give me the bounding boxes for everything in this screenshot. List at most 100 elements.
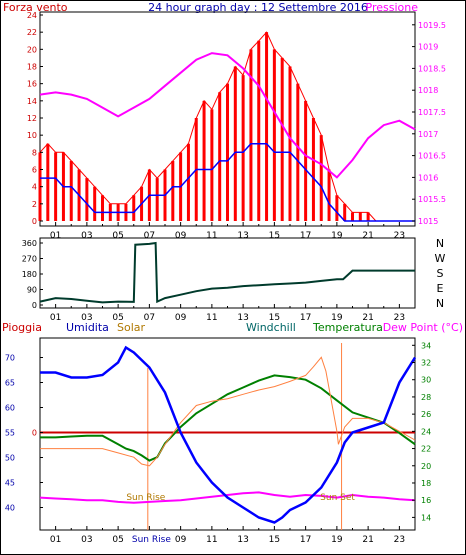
- pressure-line: [39, 52, 416, 179]
- x-tick-label: Sun Rise: [132, 535, 171, 545]
- right-tick-label: 1016.5: [418, 152, 446, 161]
- x-tick-label: 11: [206, 231, 217, 241]
- x-tick-label: 03: [81, 535, 92, 545]
- left-tick-label: 90: [27, 286, 37, 295]
- gust-line: [39, 31, 415, 222]
- chart-title: 24 hour graph day : 12 Settembre 2016: [148, 1, 368, 14]
- left-tick-label: 22: [27, 28, 37, 37]
- wind-direction-line: [39, 241, 415, 304]
- x-tick-label: 05: [112, 535, 123, 545]
- x-tick-label: 03: [81, 231, 92, 241]
- rain-tick-label: 0: [32, 429, 37, 438]
- right-tick-label: 26: [421, 410, 431, 419]
- x-tick-label: 01: [50, 535, 61, 545]
- x-tick-label: 15: [269, 231, 280, 241]
- x-tick-label: 23: [394, 535, 405, 545]
- x-tick-label: 15: [269, 313, 280, 323]
- sun-rise-label: Sun Rise: [126, 493, 165, 503]
- left-tick-label: 180: [22, 270, 37, 279]
- series-layer: Sun Rise Sun Set: [39, 343, 417, 530]
- right-tick-label: 28: [421, 393, 431, 402]
- humidity-tick-label: 50: [5, 454, 15, 463]
- x-tick-label: 21: [362, 535, 373, 545]
- legend-rain: Pioggia: [2, 321, 42, 334]
- series-layer: [38, 31, 416, 222]
- x-tick-label: 11: [206, 313, 217, 323]
- left-tick-label: 360: [22, 239, 37, 248]
- right-tick-label: 1017: [418, 130, 438, 139]
- x-tick-label: 19: [331, 231, 343, 241]
- x-tick-label: 07: [144, 231, 155, 241]
- sun-set-label: Sun Set: [320, 493, 355, 503]
- right-tick-label: 32: [421, 359, 431, 368]
- compass-label: N: [436, 237, 444, 250]
- x-tick-label: 05: [112, 231, 123, 241]
- right-tick-label: 16: [421, 496, 431, 505]
- legend-temperature: Temperatura: [312, 321, 383, 334]
- series-layer: [39, 241, 415, 304]
- wind-line: [40, 143, 415, 222]
- right-tick-label: 1017.5: [418, 108, 446, 117]
- x-tick-label: 21: [362, 231, 373, 241]
- axes-layer: 02468101214161820222410151015.510161016.…: [27, 11, 446, 241]
- left-tick-label: 8: [32, 148, 37, 157]
- left-tick-label: 270: [22, 255, 37, 264]
- left-tick-label: 0: [32, 217, 37, 226]
- x-tick-label: 07: [144, 313, 155, 323]
- right-tick-label: 1015.5: [418, 195, 446, 204]
- x-tick-label: 17: [300, 535, 311, 545]
- x-tick-label: 09: [175, 313, 187, 323]
- right-tick-label: 1019: [418, 43, 438, 52]
- wind-pressure-panel: 02468101214161820222410151015.510161016.…: [27, 11, 446, 241]
- humidity-tick-label: 65: [5, 379, 15, 388]
- right-tick-label: 1016: [418, 173, 438, 182]
- left-tick-label: 20: [27, 45, 37, 54]
- right-tick-label: 14: [421, 513, 431, 522]
- humidity-tick-label: 40: [5, 504, 15, 513]
- left-tick-label: 24: [27, 11, 37, 20]
- x-tick-label: 09: [175, 535, 187, 545]
- x-tick-label: 15: [269, 535, 280, 545]
- compass-label: E: [437, 282, 444, 295]
- left-tick-label: 14: [27, 97, 37, 106]
- humidity-tick-label: 70: [5, 354, 15, 363]
- left-tick-label: 2: [32, 200, 37, 209]
- right-tick-label: 22: [421, 445, 431, 454]
- temperature-humidity-panel: Sun Rise Sun Set 40 45 50 55 60 65 70 0 14 16 18 20 2…: [5, 337, 431, 545]
- x-tick-label: 23: [394, 313, 405, 323]
- right-tick-label: 1018.5: [418, 64, 446, 73]
- left-tick-label: 16: [27, 80, 37, 89]
- legend-humidity: Umidita: [66, 321, 109, 334]
- right-tick-label: 20: [421, 462, 431, 471]
- humidity-tick-label: 45: [5, 479, 15, 488]
- humidity-tick-label: 55: [5, 429, 15, 438]
- right-tick-label: 24: [421, 427, 431, 436]
- x-tick-label: 01: [50, 313, 61, 323]
- left-tick-label: 6: [32, 166, 37, 175]
- x-tick-label: 03: [81, 313, 92, 323]
- humidity-tick-label: 60: [5, 404, 15, 413]
- legend-dewpoint: Dew Point (°C): [383, 321, 463, 334]
- legend-solar: Solar: [117, 321, 146, 334]
- left-tick-label: 12: [27, 114, 37, 123]
- solar-line: [40, 356, 416, 467]
- right-tick-label: 1015: [418, 217, 438, 226]
- temperature-line: [40, 374, 416, 462]
- x-tick-label: 01: [50, 231, 61, 241]
- right-tick-label: 34: [421, 341, 431, 350]
- left-tick-label: 10: [27, 131, 37, 140]
- axes-layer: 40 45 50 55 60 65 70 0 14 16 18 20 22 24 26 28 30 32 34 01 0…: [5, 341, 431, 545]
- compass-label: N: [436, 297, 444, 310]
- left-tick-label: 4: [32, 183, 37, 192]
- right-tick-label: 1018: [418, 86, 438, 95]
- x-tick-label: 09: [175, 231, 187, 241]
- right-axis-title: Pressione: [366, 1, 419, 14]
- x-tick-label: 13: [237, 535, 248, 545]
- x-tick-label: 13: [237, 313, 248, 323]
- x-tick-label: 23: [394, 231, 405, 241]
- x-tick-label: 21: [362, 313, 373, 323]
